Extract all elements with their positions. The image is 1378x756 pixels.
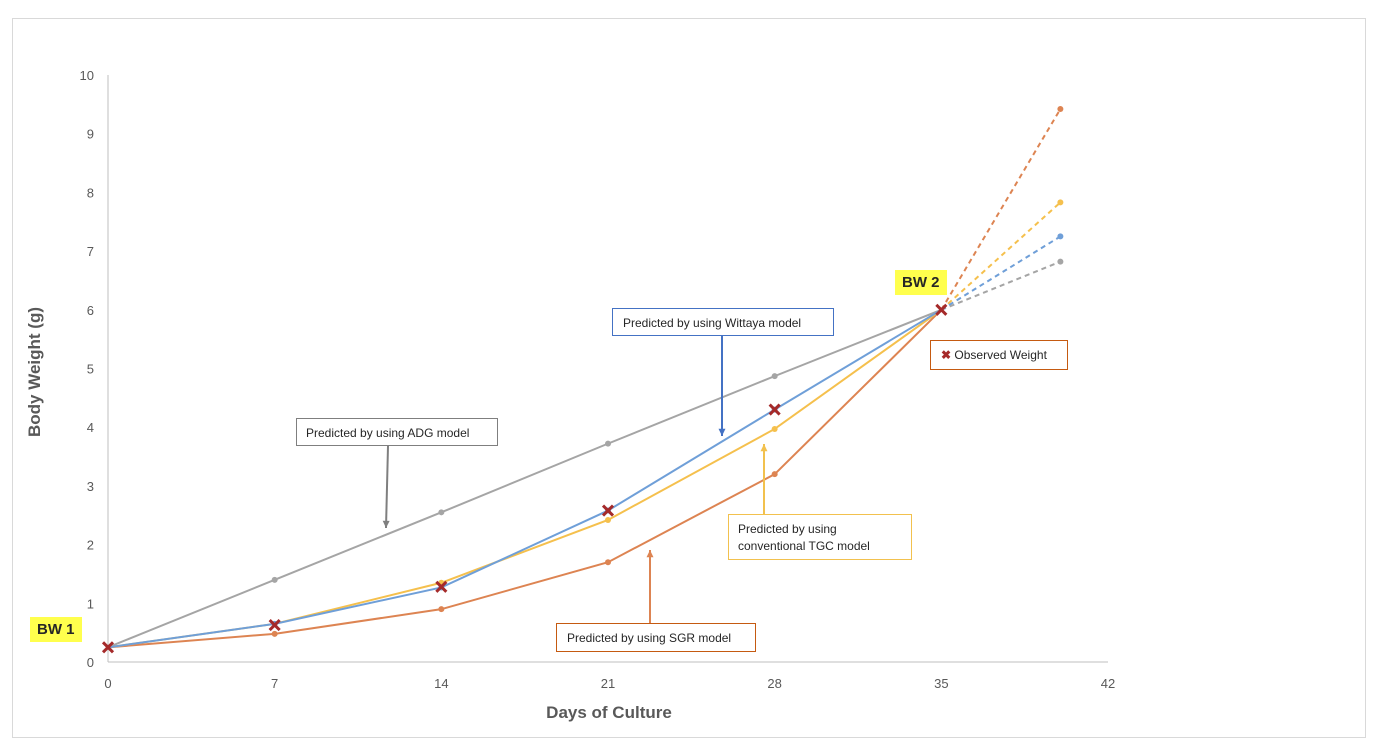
observed-marker-icon: ✖ (941, 348, 952, 362)
observed-weight-marker (601, 504, 615, 517)
y-tick-label: 5 (87, 362, 94, 377)
x-tick-label: 35 (934, 676, 948, 691)
sgr-projection-line (940, 108, 1062, 311)
x-tick-label: 14 (434, 676, 448, 691)
y-tick-label: 3 (87, 479, 94, 494)
data-markers (101, 106, 1064, 654)
y-tick-label: 2 (87, 538, 94, 553)
y-tick-label: 8 (87, 185, 94, 200)
adg-point (271, 576, 278, 583)
y-axis-title: Body Weight (g) (25, 307, 44, 437)
wittaya-arrow (718, 336, 726, 436)
observed-weight-label: Observed Weight (954, 348, 1047, 362)
sgr-series-line (107, 309, 943, 649)
tgc-projection-point (1057, 199, 1064, 206)
tgc-label-line-2: conventional TGC model (738, 539, 870, 553)
annotation-arrows (382, 336, 768, 623)
adg-projection-line (940, 260, 1061, 311)
wittaya-projection-point (1057, 233, 1064, 240)
sgr-projection-point (1057, 106, 1064, 113)
bw2-label: BW 2 (895, 270, 947, 295)
observed-weight-marker (768, 403, 781, 416)
sgr-point (271, 630, 278, 637)
x-tick-label: 0 (104, 676, 111, 691)
wittaya-series-line (107, 308, 942, 649)
adg-series-line (107, 308, 942, 649)
tgc-label-line-1: Predicted by using (738, 522, 837, 536)
adg-arrow (382, 445, 390, 529)
y-tick-label: 1 (87, 596, 94, 611)
adg-point (605, 440, 611, 447)
adg-point (438, 509, 445, 516)
observed-weight-legend: ✖ Observed Weight (930, 340, 1068, 370)
sgr-arrow (646, 550, 654, 623)
tgc-projection-line (940, 201, 1062, 311)
x-tick-label: 42 (1101, 676, 1115, 691)
y-tick-label: 4 (87, 420, 94, 435)
x-tick-label: 28 (767, 676, 781, 691)
wittaya-model-label: Predicted by using Wittaya model (612, 308, 834, 336)
x-tick-label: 7 (271, 676, 278, 691)
observed-weight-marker (435, 580, 448, 593)
adg-point (771, 373, 778, 380)
observed-weight-marker (101, 641, 115, 654)
y-tick-label: 0 (87, 655, 94, 670)
series-lines (107, 108, 1062, 649)
y-tick-label: 7 (87, 244, 94, 259)
x-tick-label: 21 (601, 676, 615, 691)
tgc-point (771, 425, 778, 432)
tgc-arrow (760, 444, 768, 514)
y-tick-label: 10 (80, 68, 94, 83)
sgr-point (605, 559, 611, 566)
chart-frame (12, 18, 1366, 738)
tgc-point (605, 516, 611, 523)
y-tick-label: 9 (87, 127, 94, 142)
sgr-model-label: Predicted by using SGR model (556, 623, 756, 652)
bw1-label: BW 1 (30, 617, 82, 642)
axes: 0 7 14 21 28 35 42 0 1 2 3 4 5 6 7 8 9 10 (80, 68, 1116, 691)
tgc-model-label: Predicted by using conventional TGC mode… (728, 514, 912, 560)
y-tick-label: 6 (87, 303, 94, 318)
sgr-point (438, 606, 445, 613)
adg-projection-point (1057, 258, 1064, 265)
x-axis-title: Days of Culture (546, 703, 672, 722)
sgr-point (771, 471, 778, 478)
wittaya-projection-line (940, 235, 1061, 311)
observed-weight-marker (935, 303, 948, 316)
adg-model-label: Predicted by using ADG model (296, 418, 498, 446)
observed-weight-marker (268, 618, 281, 632)
